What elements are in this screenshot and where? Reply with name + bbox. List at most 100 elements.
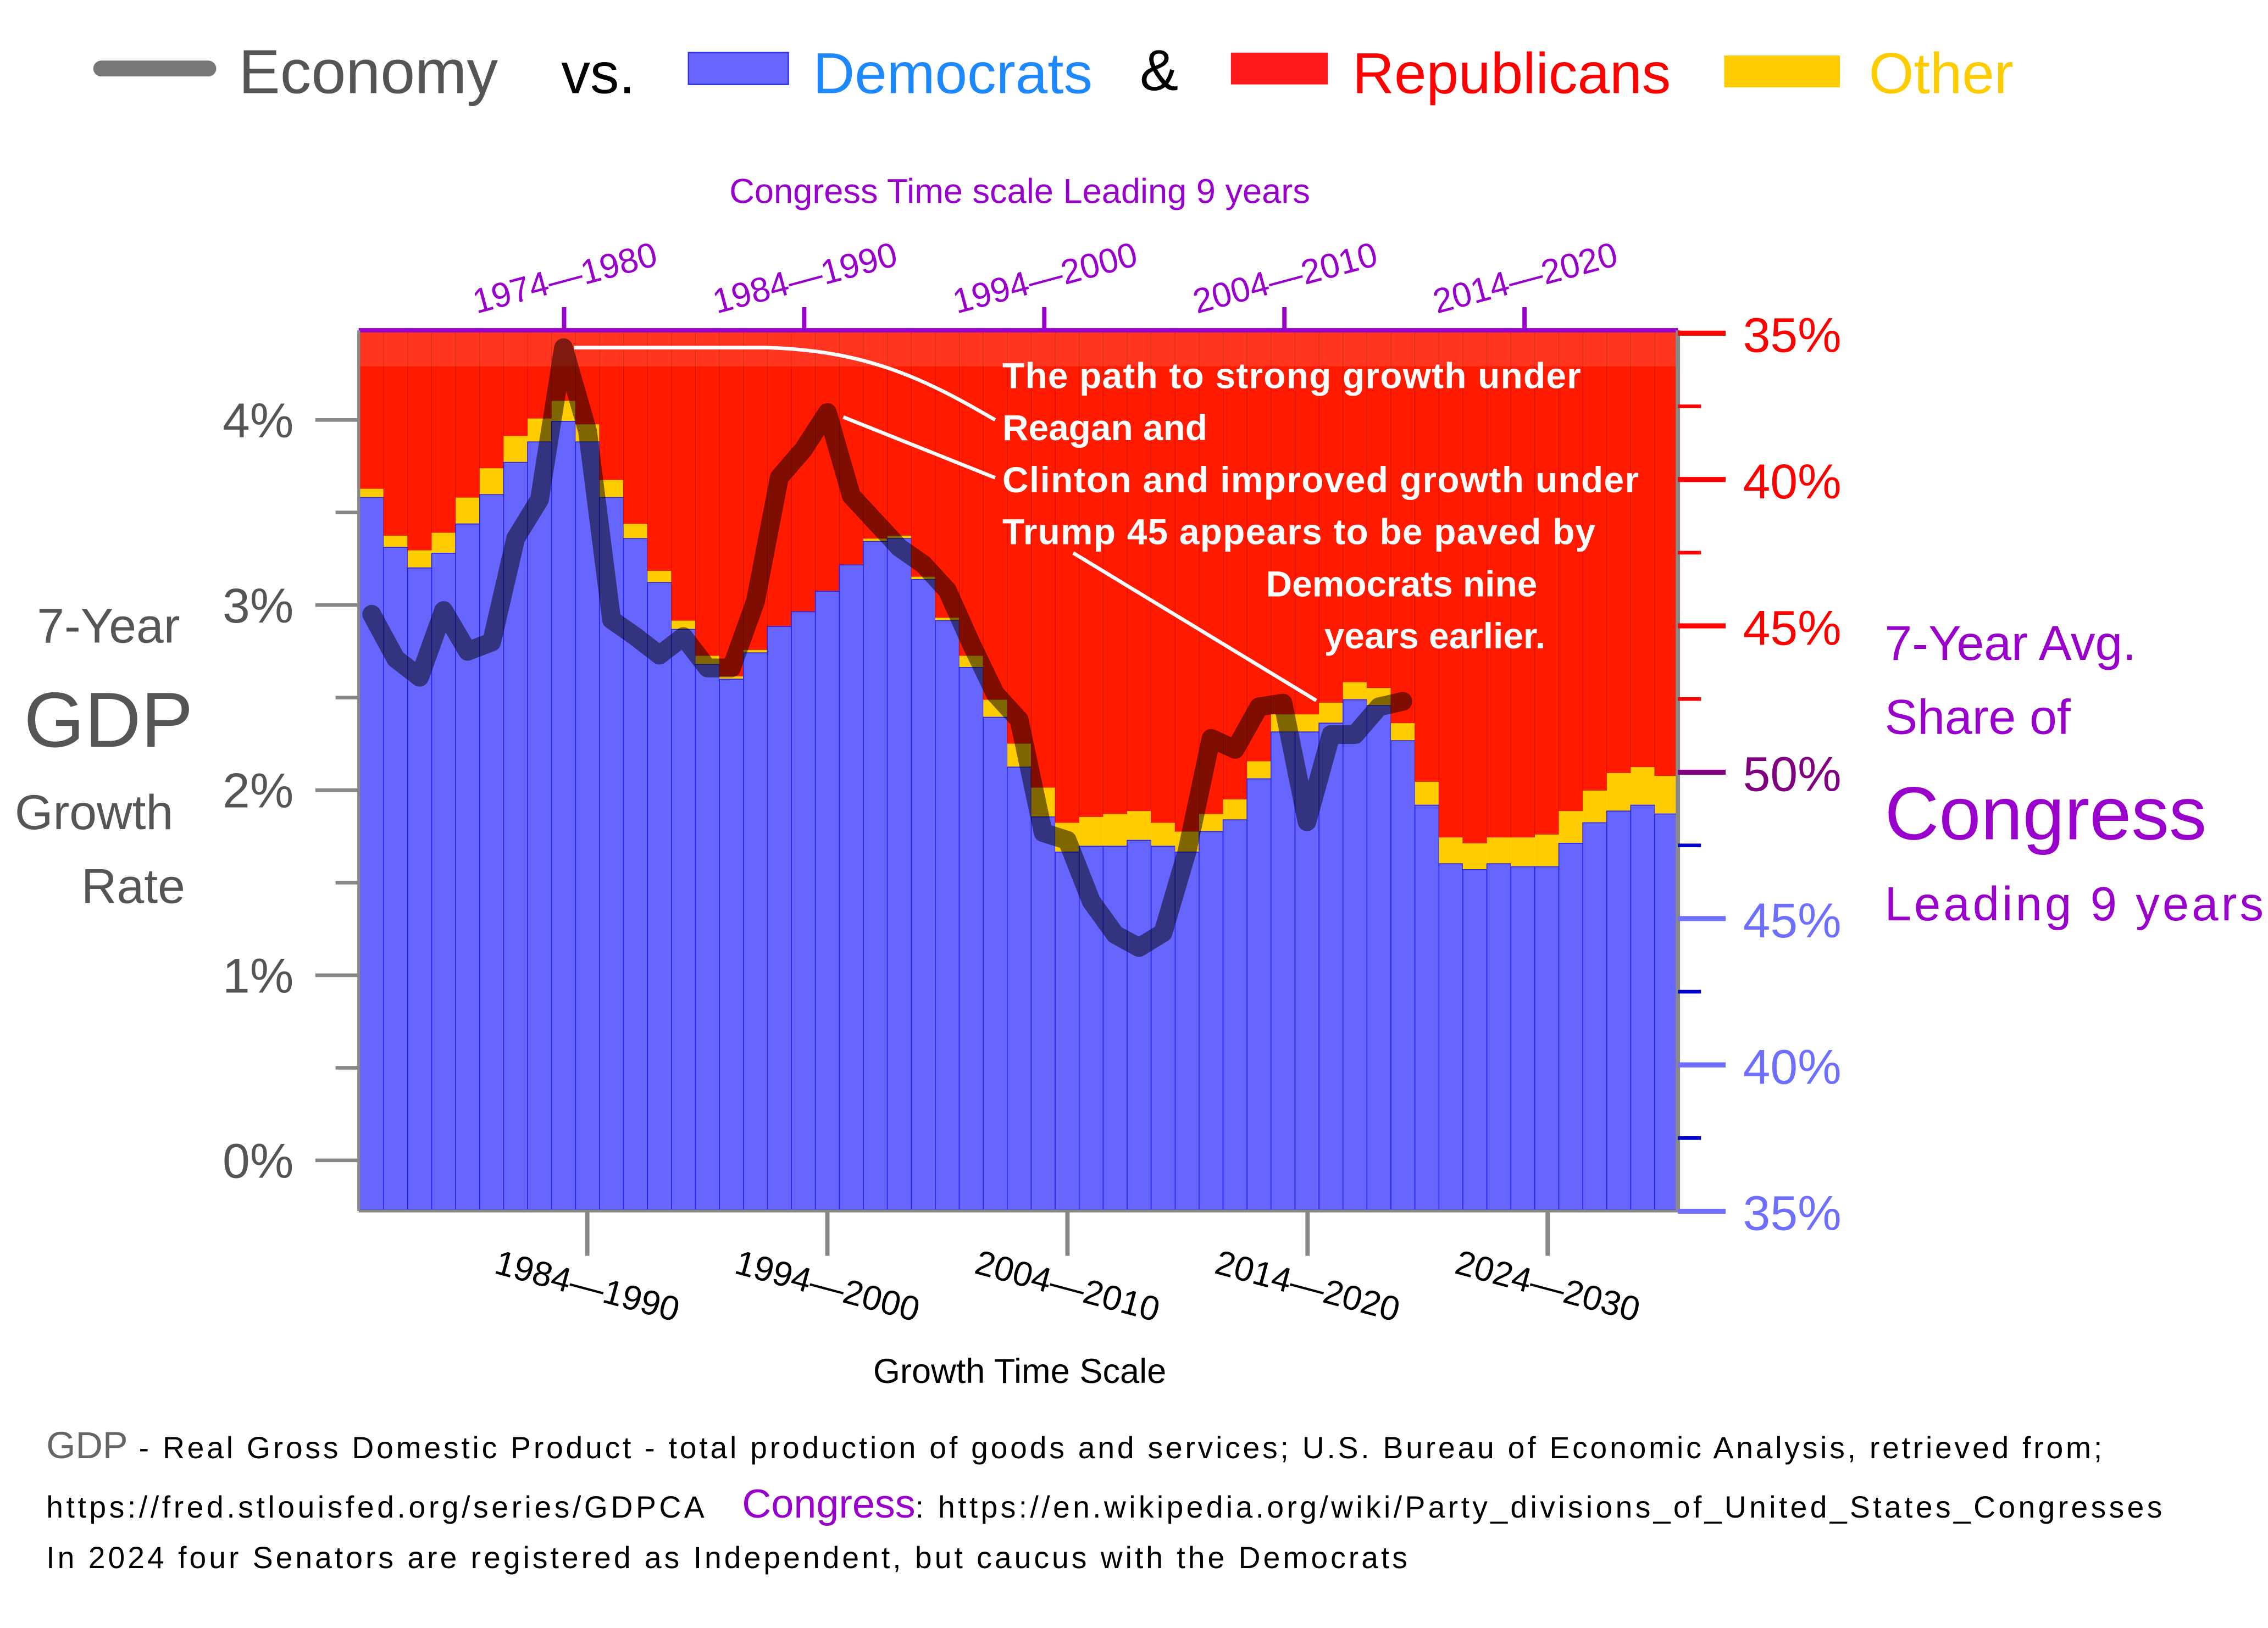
- bar-democrats: [935, 620, 960, 1210]
- bar-other: [1319, 702, 1343, 724]
- bottom-axis-tick-label: 2024—2030: [1451, 1243, 1644, 1330]
- right-axis-tick-label: 45%: [1743, 893, 1842, 948]
- footer-line-2: https://fred.stlouisfed.org/series/GDPCA: [46, 1490, 705, 1524]
- bottom-axis-tick-label: 2014—2020: [1211, 1243, 1404, 1330]
- annotation-line-3: Clinton and improved growth under: [1002, 459, 1639, 500]
- top-axis-title: Congress Time scale Leading 9 years: [729, 172, 1310, 210]
- legend-amp: &: [1140, 38, 1178, 103]
- bar-other: [1127, 811, 1151, 841]
- left-axis-tick-label: 2%: [223, 763, 293, 818]
- bar-republicans: [1246, 330, 1272, 762]
- bar-other: [479, 468, 504, 495]
- bar-democrats: [647, 582, 672, 1210]
- bar-other: [1559, 811, 1583, 843]
- bottom-axis-title: Growth Time Scale: [873, 1352, 1167, 1391]
- bar-democrats: [1007, 766, 1032, 1210]
- right-axis-title-3: Congress: [1885, 772, 2207, 856]
- bar-other: [1487, 837, 1511, 864]
- bar-republicans: [887, 330, 912, 536]
- legend-economy: Economy: [239, 37, 498, 106]
- top-axis: 1974—1980 1984—1990 1994—2000 2004—2010 2014…: [469, 235, 1622, 331]
- footer-congress-url[interactable]: : https://en.wikipedia.org/wiki/Party_di…: [916, 1490, 2162, 1524]
- bar-other: [384, 535, 408, 548]
- bar-democrats: [551, 421, 576, 1210]
- footer-congress: Congress: https://en.wikipedia.org/wiki/…: [742, 1481, 2162, 1526]
- footer-gdp-label: GDP: [46, 1424, 127, 1466]
- bar-democrats: [359, 497, 385, 1210]
- bar-other: [407, 550, 432, 568]
- bar-democrats: [958, 667, 984, 1210]
- bar-republicans: [1582, 330, 1607, 791]
- bar-democrats: [1222, 819, 1248, 1210]
- bar-republicans: [1030, 330, 1056, 788]
- bar-other: [1223, 799, 1247, 820]
- bar-democrats: [695, 664, 720, 1210]
- legend-democrats: Democrats: [813, 41, 1093, 105]
- legend-other: Other: [1869, 41, 2014, 105]
- bar-republicans: [1151, 330, 1175, 823]
- bar-other: [1295, 714, 1319, 732]
- bar-other: [503, 436, 528, 463]
- footer-line-1: GDP - Real Gross Domestic Product - tota…: [46, 1424, 2102, 1466]
- bar-other: [935, 618, 960, 621]
- bar-other: [743, 649, 768, 653]
- bar-republicans: [1079, 330, 1103, 818]
- bar-republicans: [1294, 330, 1319, 715]
- left-axis-title-1: 7-Year: [37, 598, 180, 653]
- right-axis-tick-label: 40%: [1743, 454, 1842, 509]
- legend-republicans: Republicans: [1352, 41, 1671, 105]
- bar-democrats: [1271, 731, 1296, 1210]
- bar-other: [1103, 814, 1128, 847]
- bottom-axis-tick-label: 1984—1990: [491, 1243, 684, 1330]
- bar-other: [456, 497, 480, 524]
- bar-other: [1391, 723, 1415, 741]
- left-axis-tick-label: 1%: [223, 948, 293, 1003]
- bar-other: [1511, 837, 1535, 867]
- bar-other: [1247, 761, 1271, 779]
- bar-other: [1439, 837, 1463, 864]
- bar-other: [647, 570, 672, 583]
- bar-other: [1415, 781, 1439, 805]
- bar-other: [1151, 823, 1175, 847]
- right-axis-tick-label: 35%: [1743, 1186, 1842, 1241]
- bar-republicans: [1415, 330, 1439, 782]
- bar-republicans: [695, 330, 720, 657]
- economy-line: [362, 338, 1412, 957]
- bottom-axis-tick-label: 2004—2010: [971, 1243, 1164, 1330]
- bar-republicans: [431, 330, 456, 534]
- bar-other: [863, 538, 888, 542]
- annotation-line-4: Trump 45 appears to be paved by: [1002, 512, 1596, 552]
- annotation-pointer-clinton: [842, 415, 996, 480]
- bar-other: [1606, 773, 1631, 812]
- left-axis-title-3: Growth: [15, 785, 173, 840]
- footer-note: In 2024 four Senators are registered as …: [46, 1541, 1407, 1575]
- bar-republicans: [647, 330, 672, 571]
- bar-democrats: [1558, 843, 1583, 1210]
- bar-republicans: [479, 330, 504, 469]
- bar-democrats: [1462, 869, 1488, 1210]
- bar-democrats: [1654, 813, 1679, 1210]
- annotation-pointer-trump: [1072, 551, 1317, 702]
- bar-republicans: [1174, 330, 1200, 832]
- right-axis-tick-label: 35%: [1743, 308, 1842, 363]
- bar-democrats: [1199, 831, 1224, 1210]
- right-axis-tick-label: 45%: [1743, 600, 1842, 655]
- footer-congress-label: Congress: [742, 1481, 915, 1526]
- bar-democrats: [1030, 816, 1056, 1210]
- legend-vs: vs.: [561, 41, 635, 105]
- bar-democrats: [1582, 822, 1607, 1210]
- bar-democrats: [1174, 852, 1200, 1210]
- bar-republicans: [1534, 330, 1560, 835]
- bottom-axis: 1984—1990 1994—2000 2004—2010 2014—2020 2024…: [491, 1210, 1644, 1330]
- bar-democrats: [1127, 840, 1152, 1210]
- bar-democrats: [719, 679, 744, 1210]
- bar-republicans: [1654, 330, 1679, 776]
- footer-gdp-url[interactable]: https://fred.stlouisfed.org/series/GDPCA: [46, 1490, 705, 1524]
- right-axis-title-1: 7-Year Avg.: [1885, 615, 2137, 670]
- bar-republicans: [1606, 330, 1631, 774]
- annotation: The path to strong growth under Reagan a…: [574, 346, 1639, 702]
- bar-other: [359, 488, 384, 498]
- bar-republicans: [1366, 330, 1391, 688]
- legend-republicans-swatch: [1230, 52, 1328, 85]
- bar-democrats: [575, 441, 600, 1210]
